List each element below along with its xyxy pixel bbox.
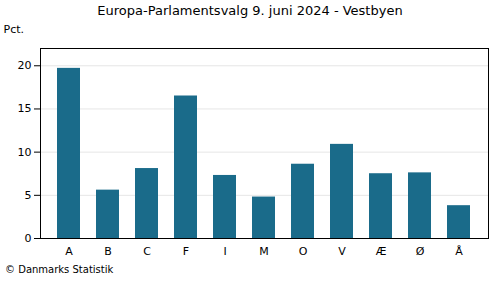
svg-text:F: F: [183, 245, 189, 258]
svg-text:O: O: [299, 245, 308, 258]
svg-text:C: C: [143, 245, 151, 258]
svg-text:Pct.: Pct.: [4, 23, 25, 36]
svg-text:A: A: [65, 245, 73, 258]
html-text:© Danmarks Statistik: © Danmarks Statistik: [5, 264, 114, 275]
svg-text:5: 5: [25, 189, 32, 202]
svg-text:20: 20: [18, 59, 32, 72]
svg-text:M: M: [259, 245, 269, 258]
svg-text:I: I: [223, 245, 226, 258]
svg-text:Ø: Ø: [416, 245, 425, 258]
svg-text:15: 15: [18, 102, 32, 115]
svg-text:10: 10: [18, 146, 32, 159]
svg-text:V: V: [338, 245, 346, 258]
svg-text:Æ: Æ: [376, 245, 387, 258]
html-text:Europa-Parlamentsvalg 9. juni: Europa-Parlamentsvalg 9. juni 2024 - Ves…: [97, 3, 403, 18]
svg-text:Å: Å: [455, 245, 463, 258]
svg-text:0: 0: [25, 232, 32, 245]
svg-text:B: B: [104, 245, 112, 258]
